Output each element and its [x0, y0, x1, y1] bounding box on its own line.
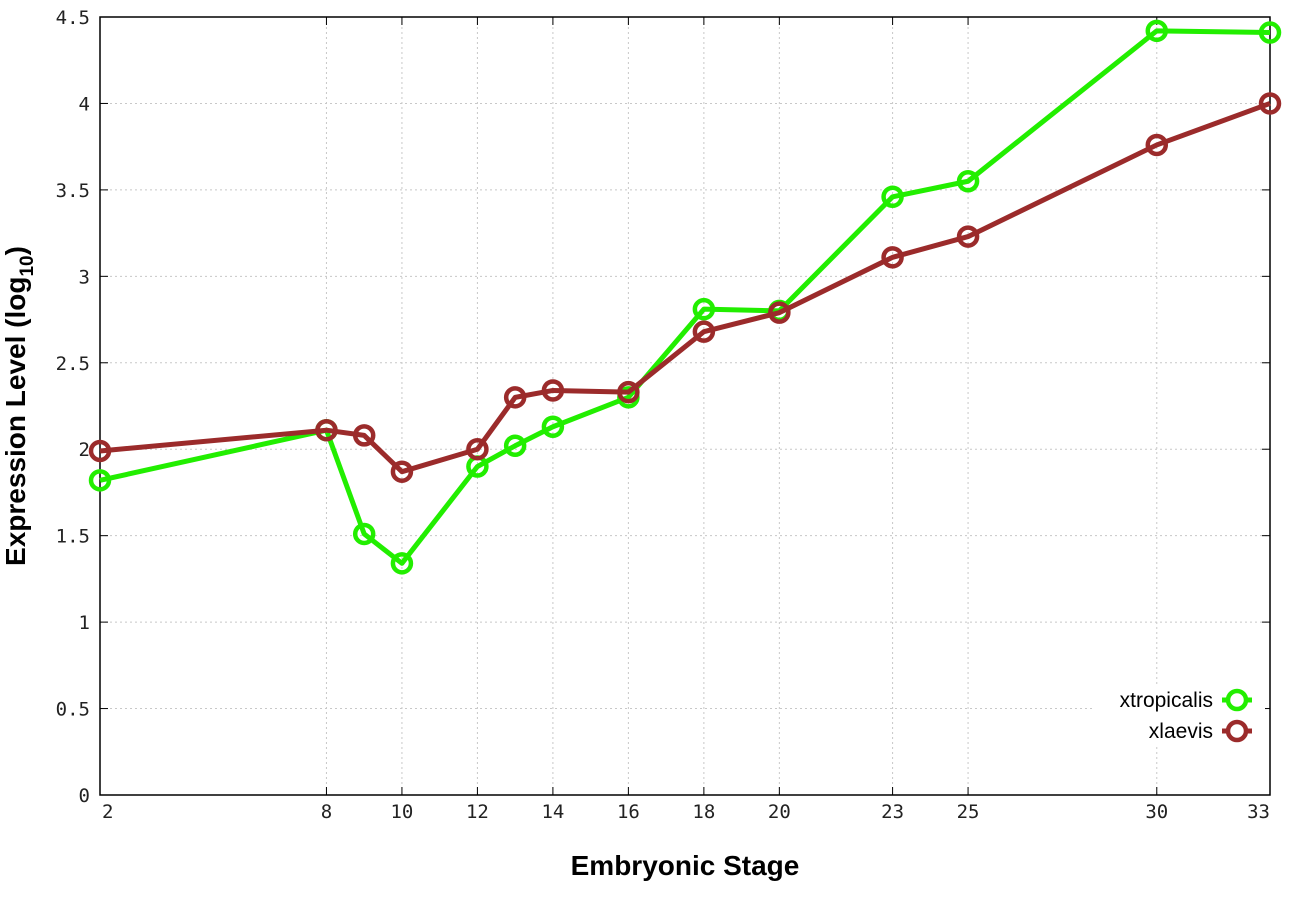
y-tick-label: 3 [79, 266, 90, 288]
y-axis-title-close: ) [0, 246, 31, 255]
x-tick-label: 20 [768, 801, 791, 823]
data-point [390, 552, 414, 575]
y-axis-title-main: Expression Level (log [0, 277, 31, 566]
x-tick-label: 12 [466, 801, 489, 823]
series-xtropicalis [88, 19, 1282, 575]
plot-frame [99, 16, 1271, 796]
axis-ticks: 2 8 10 12 14 16 18 20 23 25 30 33 0 0.5 1 1.5 2 2.5 3 3.5 4 4… [56, 7, 1271, 823]
x-tick-label: 16 [617, 801, 640, 823]
data-point [768, 301, 791, 324]
y-axis-title-subscript: 10 [17, 255, 38, 276]
grid-lines [100, 17, 1270, 795]
x-tick-label: 8 [321, 801, 332, 823]
series-line [99, 28, 1271, 566]
data-point [692, 320, 716, 343]
y-tick-label: 4.5 [56, 7, 90, 29]
series-xlaevis [88, 92, 1282, 483]
data-point [881, 185, 904, 209]
y-tick-label: 1 [79, 612, 90, 634]
y-tick-label: 1.5 [56, 526, 90, 548]
y-tick-label: 0.5 [56, 699, 90, 721]
x-axis-title: Embryonic Stage [571, 850, 800, 881]
legend-label: xlaevis [1149, 720, 1213, 743]
y-tick-label: 2.5 [56, 353, 90, 375]
data-point [541, 379, 565, 402]
data-point [352, 522, 376, 546]
y-tick-label: 0 [79, 785, 90, 807]
data-point [88, 439, 112, 463]
data-point [503, 434, 527, 458]
x-tick-label: 10 [390, 801, 413, 823]
y-axis-title: Expression Level (log10) [0, 246, 38, 566]
series-group [88, 19, 1282, 575]
data-point [617, 380, 640, 404]
legend-item-xtropicalis: xtropicalis [1095, 685, 1265, 715]
legend-marker-swatch [1225, 719, 1249, 743]
x-tick-label: 33 [1247, 801, 1270, 823]
x-tick-label: 30 [1145, 801, 1168, 823]
y-tick-label: 4 [79, 93, 90, 115]
series-line [99, 101, 1271, 475]
data-point [541, 415, 565, 438]
data-point [390, 460, 414, 483]
data-point [1145, 19, 1169, 43]
x-tick-label: 18 [692, 801, 715, 823]
data-point [88, 469, 112, 492]
x-tick-label: 23 [881, 801, 904, 823]
data-point [315, 418, 338, 442]
data-point [956, 225, 980, 248]
data-point [466, 437, 489, 461]
data-point [881, 246, 904, 269]
y-tick-label: 2 [79, 439, 90, 461]
data-point [1258, 21, 1282, 44]
data-point [352, 424, 376, 447]
x-tick-label: 25 [957, 801, 980, 823]
legend-marker-swatch [1225, 688, 1249, 712]
y-tick-label: 3.5 [56, 180, 90, 202]
data-point [956, 169, 980, 193]
data-point [503, 386, 527, 409]
data-point [1258, 92, 1282, 115]
data-point [1145, 133, 1169, 157]
legend-item-xlaevis: xlaevis [1095, 716, 1265, 746]
x-tick-label: 2 [102, 801, 113, 823]
legend-label: xtropicalis [1120, 689, 1213, 712]
legend: xtropicalis xlaevis [1095, 685, 1265, 746]
data-point [692, 297, 716, 321]
x-tick-label: 14 [541, 801, 564, 823]
